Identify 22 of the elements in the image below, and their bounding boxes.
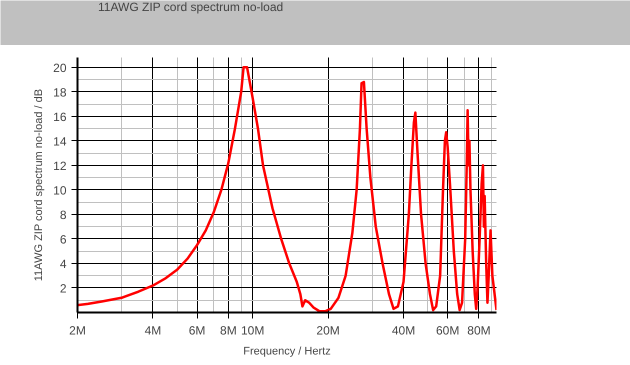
y-tick-label: 8 — [60, 208, 67, 222]
x-tick-label: 80M — [467, 324, 491, 338]
y-tick-label: 2 — [60, 281, 67, 296]
x-tick-label: 4M — [144, 324, 162, 338]
x-tick-label: 20M — [316, 324, 340, 338]
x-tick-label: 40M — [392, 324, 416, 338]
x-axis-title: Frequency / Hertz — [243, 346, 331, 358]
text: 11AWG ZIP cord spectrum no-load — [98, 0, 284, 14]
y-tick-label: 6 — [60, 232, 67, 246]
y-axis-title: 11AWG ZIP cord spectrum no-load / dB — [33, 88, 46, 282]
y-tick-label: 18 — [53, 85, 67, 100]
x-tick-label: 2M — [69, 324, 86, 338]
x-tick-label: 10M — [240, 324, 264, 338]
x-tick-label: 6M — [188, 324, 206, 338]
y-tick-label: 12 — [53, 158, 67, 173]
x-tick-label: 8M — [220, 324, 237, 338]
x-tick-label: 60M — [436, 324, 460, 338]
y-tick-label: 14 — [53, 134, 67, 148]
y-tick-label: 20 — [53, 60, 67, 75]
y-tick-label: 16 — [53, 110, 67, 124]
y-tick-label: 4 — [60, 256, 67, 271]
y-tick-label: 10 — [53, 183, 67, 198]
